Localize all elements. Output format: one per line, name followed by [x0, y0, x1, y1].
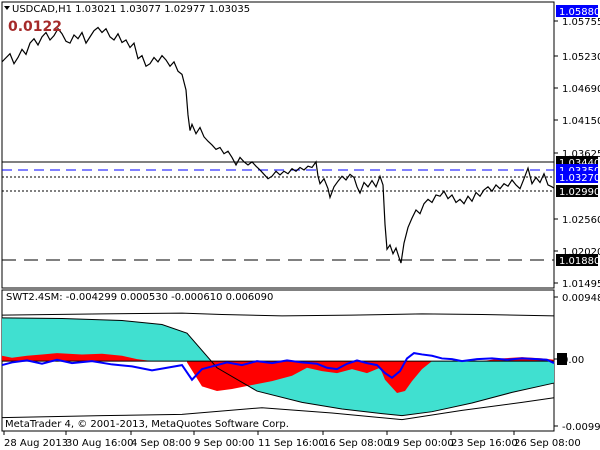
time-tick-label: 16 Sep 08:00 — [323, 438, 390, 449]
signal-line — [1, 317, 555, 417]
red-band-area — [2, 353, 152, 362]
price-tick-label: 1.05755 — [562, 17, 600, 28]
price-tick-label: 1.02020 — [562, 247, 600, 258]
price-label-badge — [556, 171, 598, 183]
price-label-badge — [556, 185, 598, 197]
price-plot — [1, 26, 555, 264]
indicator-axis: 0.00948 0.00 -0.009901 — [554, 293, 600, 433]
price-label-badge — [556, 254, 598, 266]
envelope-upper-line — [1, 312, 555, 317]
copyright-text: MetaTrader 4, © 2001-2013, MetaQuotes So… — [5, 419, 289, 430]
time-tick-label: 28 Aug 2013 — [4, 438, 68, 449]
price-label-badge — [556, 5, 598, 17]
time-tick-label: 23 Sep 16:00 — [451, 438, 518, 449]
price-tick-label: 1.01880 — [559, 256, 600, 267]
spread-value: 0.0122 — [8, 19, 62, 35]
triangle-down-icon[interactable] — [4, 6, 10, 10]
price-tick-label: 1.05880 — [559, 7, 600, 18]
price-line — [1, 26, 555, 264]
price-tick-label: 1.02990 — [559, 187, 600, 198]
indicator-tick-label: 0.00948 — [562, 293, 600, 304]
indicator-plot — [1, 312, 555, 421]
indicator-label: SWT2.4SM: -0.004299 0.000530 -0.000610 0… — [6, 292, 273, 303]
price-tick-label: 1.05230 — [562, 52, 600, 63]
indicator-tick-label: 0.00 — [562, 355, 584, 366]
time-tick-label: 11 Sep 16:00 — [258, 438, 325, 449]
time-tick-label: 26 Sep 08:00 — [514, 438, 581, 449]
time-tick-label: 9 Sep 00:00 — [194, 438, 254, 449]
blue-oscillator-line — [1, 352, 555, 382]
price-tick-label: 1.03270 — [559, 173, 600, 184]
price-tick-label: 1.01495 — [562, 279, 600, 290]
zero-badge — [557, 353, 567, 365]
symbol-info: USDCAD,H1 1.03021 1.03077 1.02977 1.0303… — [12, 4, 250, 15]
envelope-lower-line — [1, 397, 555, 421]
main-chart-frame[interactable] — [1, 1, 555, 289]
time-tick-label: 19 Sep 00:00 — [387, 438, 454, 449]
price-tick-label: 1.04690 — [562, 84, 600, 95]
price-tick-label: 1.03440 — [559, 158, 600, 169]
price-tick-label: 1.02560 — [562, 215, 600, 226]
price-tick-label: 1.03625 — [562, 149, 600, 160]
indicator-tick-label: -0.009901 — [562, 422, 600, 433]
price-tick-label: 1.04150 — [562, 116, 600, 127]
time-tick-label: 4 Sep 08:00 — [131, 438, 191, 449]
time-tick-label: 30 Aug 16:00 — [66, 438, 133, 449]
red-band-area — [187, 361, 432, 394]
